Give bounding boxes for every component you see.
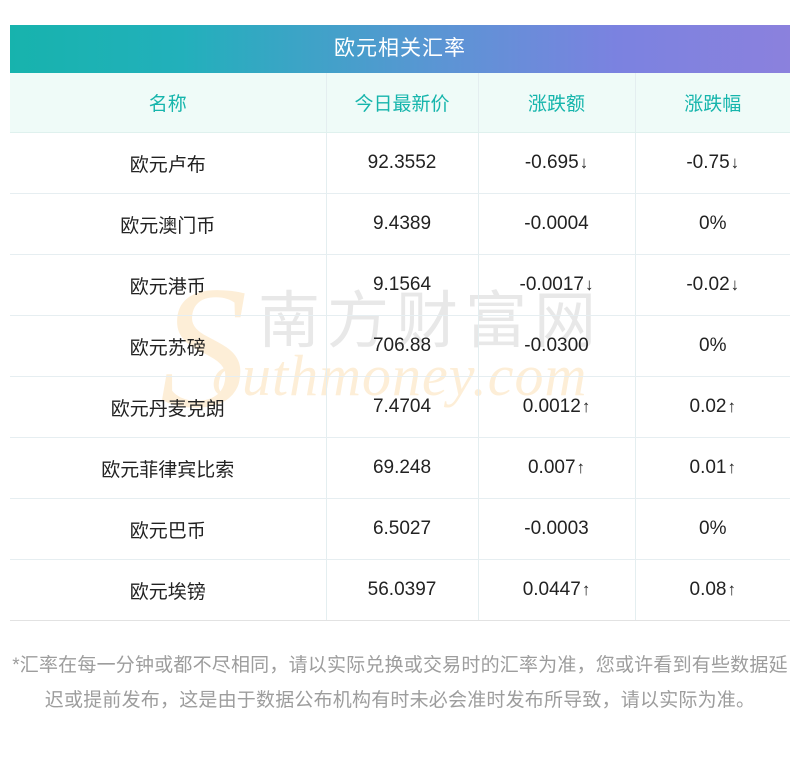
cell-change-amount: -0.695↓ bbox=[478, 132, 636, 194]
cell-currency-name: 欧元港币 bbox=[10, 254, 327, 316]
column-header-change-percent[interactable]: 涨跌幅 bbox=[635, 73, 790, 133]
exchange-rate-table: 名称 今日最新价 涨跌额 涨跌幅 欧元卢布 92.3552 -0.695↓ -0.75… bbox=[10, 73, 790, 621]
table-body: 欧元卢布 92.3552 -0.695↓ -0.75↓ 欧元澳门币 9.4389 -0.00… bbox=[10, 132, 790, 621]
change-percent-value: -0.75 bbox=[686, 152, 730, 173]
cell-currency-name: 欧元苏磅 bbox=[10, 315, 327, 377]
arrow-up-icon: ↑ bbox=[581, 580, 591, 599]
table-row[interactable]: 欧元港币 9.1564 -0.0017↓ -0.02↓ bbox=[10, 254, 790, 316]
cell-change-amount: -0.0004 bbox=[478, 193, 636, 255]
arrow-up-icon: ↑ bbox=[727, 458, 736, 477]
cell-currency-name: 欧元丹麦克朗 bbox=[10, 376, 327, 438]
change-percent-value: 0% bbox=[699, 335, 727, 356]
change-amount-value: -0.0004 bbox=[524, 213, 589, 234]
page-title: 欧元相关汇率 bbox=[10, 25, 790, 73]
cell-change-amount: -0.0300 bbox=[478, 315, 636, 377]
change-amount-value: 0.0447 bbox=[522, 579, 581, 600]
change-percent-value: 0% bbox=[699, 213, 727, 234]
table-header: 名称 今日最新价 涨跌额 涨跌幅 bbox=[10, 73, 790, 133]
cell-currency-name: 欧元埃镑 bbox=[10, 559, 327, 621]
cell-currency-name: 欧元菲律宾比索 bbox=[10, 437, 327, 499]
arrow-up-icon: ↑ bbox=[727, 580, 736, 599]
change-amount-value: -0.0300 bbox=[524, 335, 589, 356]
table-row[interactable]: 欧元菲律宾比索 69.248 0.007↑ 0.01↑ bbox=[10, 437, 790, 499]
column-header-price[interactable]: 今日最新价 bbox=[326, 73, 479, 133]
disclaimer-note: *汇率在每一分钟或都不尽相同，请以实际兑换或交易时的汇率为准，您或许看到有些数据… bbox=[12, 655, 788, 711]
cell-change-percent: 0% bbox=[635, 498, 790, 560]
change-percent-value: 0.01 bbox=[689, 457, 727, 478]
cell-change-percent: 0.01↑ bbox=[635, 437, 790, 499]
cell-latest-price: 706.88 bbox=[326, 315, 479, 377]
change-amount-value: 0.0012 bbox=[522, 396, 581, 417]
table-row[interactable]: 欧元埃镑 56.0397 0.0447↑ 0.08↑ bbox=[10, 559, 790, 621]
change-amount-value: 0.007 bbox=[527, 457, 576, 478]
cell-change-percent: 0.08↑ bbox=[635, 559, 790, 621]
cell-latest-price: 9.4389 bbox=[326, 193, 479, 255]
change-percent-value: 0% bbox=[699, 518, 727, 539]
arrow-down-icon: ↓ bbox=[730, 275, 740, 294]
arrow-down-icon: ↓ bbox=[584, 275, 594, 294]
cell-change-percent: 0% bbox=[635, 193, 790, 255]
arrow-up-icon: ↑ bbox=[727, 397, 736, 416]
cell-change-amount: 0.0012↑ bbox=[478, 376, 636, 438]
column-header-name[interactable]: 名称 bbox=[10, 73, 327, 133]
cell-latest-price: 9.1564 bbox=[326, 254, 479, 316]
change-percent-value: -0.02 bbox=[686, 274, 730, 295]
arrow-down-icon: ↓ bbox=[730, 153, 740, 172]
cell-change-amount: -0.0003 bbox=[478, 498, 636, 560]
cell-change-percent: 0.02↑ bbox=[635, 376, 790, 438]
table-row[interactable]: 欧元丹麦克朗 7.4704 0.0012↑ 0.02↑ bbox=[10, 376, 790, 438]
column-header-change[interactable]: 涨跌额 bbox=[478, 73, 636, 133]
cell-latest-price: 6.5027 bbox=[326, 498, 479, 560]
cell-change-percent: -0.02↓ bbox=[635, 254, 790, 316]
cell-change-percent: 0% bbox=[635, 315, 790, 377]
cell-currency-name: 欧元巴币 bbox=[10, 498, 327, 560]
change-amount-value: -0.0003 bbox=[524, 518, 589, 539]
table-row[interactable]: 欧元巴币 6.5027 -0.0003 0% bbox=[10, 498, 790, 560]
table-row[interactable]: 欧元澳门币 9.4389 -0.0004 0% bbox=[10, 193, 790, 255]
cell-change-amount: 0.0447↑ bbox=[478, 559, 636, 621]
arrow-down-icon: ↓ bbox=[579, 153, 589, 172]
cell-latest-price: 7.4704 bbox=[326, 376, 479, 438]
cell-latest-price: 92.3552 bbox=[326, 132, 479, 194]
table-header-row: 名称 今日最新价 涨跌额 涨跌幅 bbox=[10, 73, 790, 133]
table-row[interactable]: 欧元卢布 92.3552 -0.695↓ -0.75↓ bbox=[10, 132, 790, 194]
change-amount-value: -0.0017 bbox=[519, 274, 584, 295]
cell-currency-name: 欧元卢布 bbox=[10, 132, 327, 194]
arrow-up-icon: ↑ bbox=[581, 397, 591, 416]
cell-change-amount: -0.0017↓ bbox=[478, 254, 636, 316]
change-percent-value: 0.02 bbox=[689, 396, 727, 417]
arrow-up-icon: ↑ bbox=[576, 458, 586, 477]
cell-latest-price: 69.248 bbox=[326, 437, 479, 499]
cell-currency-name: 欧元澳门币 bbox=[10, 193, 327, 255]
table-row[interactable]: 欧元苏磅 706.88 -0.0300 0% bbox=[10, 315, 790, 377]
cell-change-percent: -0.75↓ bbox=[635, 132, 790, 194]
cell-latest-price: 56.0397 bbox=[326, 559, 479, 621]
change-percent-value: 0.08 bbox=[689, 579, 727, 600]
cell-change-amount: 0.007↑ bbox=[478, 437, 636, 499]
change-amount-value: -0.695 bbox=[524, 152, 579, 173]
